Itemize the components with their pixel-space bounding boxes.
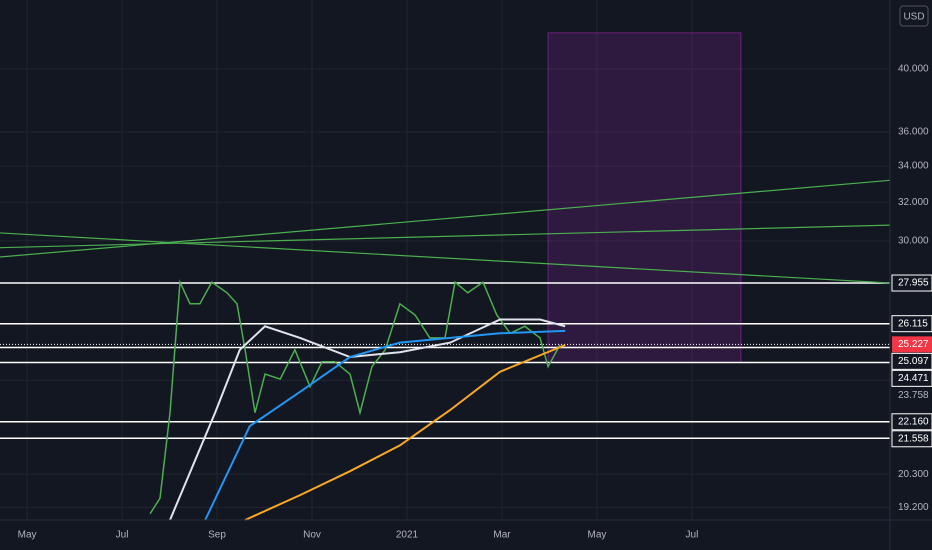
- x-tick-label: Jul: [686, 530, 699, 541]
- last-price-label: 25.227: [898, 339, 929, 350]
- level-label: 27.955: [898, 278, 929, 289]
- level-label: 21.558: [898, 433, 929, 444]
- x-tick-label: Jul: [116, 530, 129, 541]
- y-tick-label: 19.200: [898, 502, 929, 513]
- level-badge: [891, 430, 932, 448]
- moving-average: [244, 344, 566, 521]
- y-tick-label: 40.000: [898, 64, 929, 75]
- x-tick-label: May: [588, 530, 607, 541]
- level-badge: [891, 413, 932, 431]
- range-box: [547, 32, 742, 364]
- x-tick-label: Nov: [303, 530, 321, 541]
- level-label: 26.115: [898, 318, 928, 329]
- currency-badge[interactable]: [899, 5, 929, 27]
- x-tick-label: Mar: [493, 530, 511, 541]
- y-tick-label: 20.300: [898, 469, 929, 480]
- y-tick-label: 30.000: [898, 235, 929, 246]
- level-badge: [891, 369, 932, 387]
- y-tick-label: 23.758: [898, 390, 929, 401]
- level-label: 25.097: [898, 356, 929, 367]
- level-badge: [891, 274, 932, 292]
- moving-average: [204, 329, 566, 521]
- level-badge: [891, 352, 932, 370]
- price-line: [149, 279, 561, 515]
- level-label: 22.160: [898, 416, 929, 427]
- y-tick-label: 36.000: [898, 127, 929, 138]
- last-price-badge: [892, 336, 932, 353]
- x-tick-label: 2021: [396, 530, 419, 541]
- level-label: 24.471: [898, 373, 929, 384]
- currency-label: USD: [903, 12, 924, 23]
- plot-layer: [0, 179, 891, 521]
- x-tick-label: May: [18, 530, 37, 541]
- level-badge: [891, 315, 932, 333]
- y-tick-label: 32.000: [898, 197, 929, 208]
- trend-line: [0, 232, 891, 284]
- y-tick-label: 34.000: [898, 161, 929, 172]
- x-tick-label: Sep: [208, 530, 226, 541]
- trend-line: [0, 224, 891, 249]
